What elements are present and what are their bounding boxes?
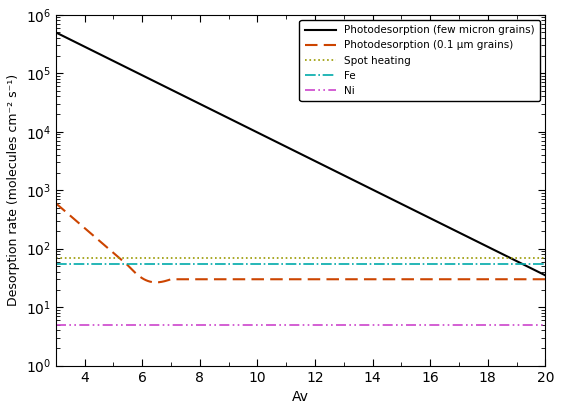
Photodesorption (0.1 μm grains): [289, 277, 296, 282]
Legend: Photodesorption (few micron grains), Photodesorption (0.1 μm grains), Spot heati: Photodesorption (few micron grains), Pho…: [300, 20, 540, 101]
Photodesorption (0.1 μm grains): [542, 277, 549, 282]
Ni: [0, 322, 2, 327]
Photodesorption (few micron grains): [288, 147, 295, 152]
Photodesorption (few micron grains): [530, 267, 537, 272]
Photodesorption (0.1 μm grains): [454, 277, 461, 282]
Photodesorption (few micron grains): [52, 30, 59, 35]
Photodesorption (few micron grains): [285, 145, 292, 150]
Photodesorption (0.1 μm grains): [286, 277, 293, 282]
Line: Photodesorption (few micron grains): Photodesorption (few micron grains): [56, 32, 545, 275]
Photodesorption (0.1 μm grains): [153, 280, 159, 285]
Photodesorption (few micron grains): [454, 229, 461, 234]
Photodesorption (0.1 μm grains): [344, 277, 351, 282]
Photodesorption (few micron grains): [542, 273, 549, 278]
Y-axis label: Desorption rate (molecules cm⁻² s⁻¹): Desorption rate (molecules cm⁻² s⁻¹): [7, 74, 20, 306]
X-axis label: Av: Av: [292, 390, 309, 404]
Spot heating: [0, 255, 2, 260]
Photodesorption (few micron grains): [318, 162, 324, 166]
Photodesorption (0.1 μm grains): [318, 277, 325, 282]
Photodesorption (0.1 μm grains): [531, 277, 538, 282]
Fe: [0, 261, 2, 266]
Photodesorption (few micron grains): [344, 175, 351, 180]
Line: Photodesorption (0.1 μm grains): Photodesorption (0.1 μm grains): [56, 203, 545, 282]
Photodesorption (0.1 μm grains): [52, 201, 59, 206]
